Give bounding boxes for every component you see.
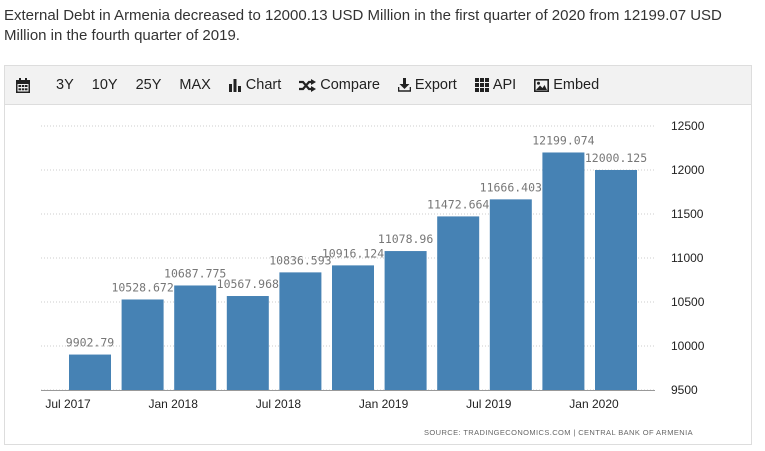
chart-toolbar: 3Y 10Y 25Y MAX Chart Compare Export: [4, 65, 752, 105]
y-tick-label: 12000: [671, 163, 705, 177]
bar[interactable]: [226, 296, 269, 390]
summary-text: External Debt in Armenia decreased to 12…: [4, 7, 722, 44]
bar[interactable]: [437, 216, 480, 390]
compare-button[interactable]: Compare: [290, 66, 389, 104]
bar-value-label: 11078.96: [378, 232, 433, 246]
shuffle-icon: [299, 78, 317, 92]
bar-value-label: 11666.403: [480, 180, 542, 194]
y-tick-label: 12500: [671, 119, 705, 133]
compare-button-label: Compare: [320, 77, 380, 93]
y-axis-ticks: 9500 10000 10500 11000 11500 12000 12500: [671, 119, 705, 397]
bar[interactable]: [542, 152, 585, 390]
bar[interactable]: [174, 285, 217, 390]
source-note: SOURCE: TRADINGECONOMICS.COM | CENTRAL B…: [424, 428, 693, 437]
bar-value-label: 10528.672: [111, 280, 173, 294]
x-tick-label: Jan 2018: [149, 397, 199, 411]
range-max-button[interactable]: MAX: [179, 77, 211, 93]
export-button[interactable]: Export: [389, 66, 466, 104]
download-icon: [397, 78, 411, 92]
bar[interactable]: [384, 251, 427, 390]
chart-panel: 9902.79 10528.672 10687.775 10567.968 10836.…: [4, 105, 752, 445]
bar-value-label: 10916.124: [322, 246, 384, 260]
bar-value-label: 12199.074: [532, 133, 594, 147]
x-tick-label: Jul 2019: [466, 397, 512, 411]
bar[interactable]: [69, 354, 111, 390]
bar-value-label: 9902.79: [66, 336, 115, 350]
y-tick-label: 10500: [671, 295, 705, 309]
bar[interactable]: [595, 169, 637, 390]
y-tick-label: 11000: [671, 251, 704, 265]
api-button-label: API: [492, 77, 517, 93]
y-tick-label: 11500: [671, 207, 704, 221]
bar-value-label: 10836.593: [269, 253, 331, 267]
bar-value-label: 11472.664: [427, 197, 489, 211]
embed-button[interactable]: Embed: [525, 66, 608, 104]
bar[interactable]: [489, 199, 532, 390]
x-tick-label: Jan 2020: [569, 397, 619, 411]
api-button[interactable]: API: [466, 66, 525, 104]
calendar-button[interactable]: [5, 66, 47, 104]
chart-button-label: Chart: [245, 77, 282, 93]
bar-value-label: 12000.125: [585, 151, 647, 165]
image-icon: [534, 78, 550, 92]
bar-value-label: 10687.775: [164, 266, 226, 280]
x-tick-label: Jul 2017: [45, 397, 91, 411]
export-button-label: Export: [414, 77, 457, 93]
x-tick-label: Jul 2018: [256, 397, 302, 411]
bar[interactable]: [121, 299, 164, 390]
range-25y-button[interactable]: 25Y: [135, 77, 162, 93]
x-tick-label: Jan 2019: [359, 397, 409, 411]
chart-button[interactable]: Chart: [220, 66, 290, 104]
embed-button-label: Embed: [553, 77, 600, 93]
range-3y-button[interactable]: 3Y: [56, 77, 74, 93]
grid-icon: [474, 78, 489, 92]
y-tick-label: 9500: [671, 383, 698, 397]
bar[interactable]: [279, 272, 322, 390]
bar-value-label: 10567.968: [217, 277, 279, 291]
x-axis-ticks: Jul 2017 Jan 2018 Jul 2018 Jan 2019 Jul 2019…: [45, 397, 619, 411]
y-tick-label: 10000: [671, 339, 705, 353]
bars: [69, 152, 637, 390]
calendar-icon: [16, 77, 30, 93]
bar[interactable]: [332, 265, 374, 390]
range-10y-button[interactable]: 10Y: [91, 77, 118, 93]
bar-chart-icon: [228, 78, 241, 92]
